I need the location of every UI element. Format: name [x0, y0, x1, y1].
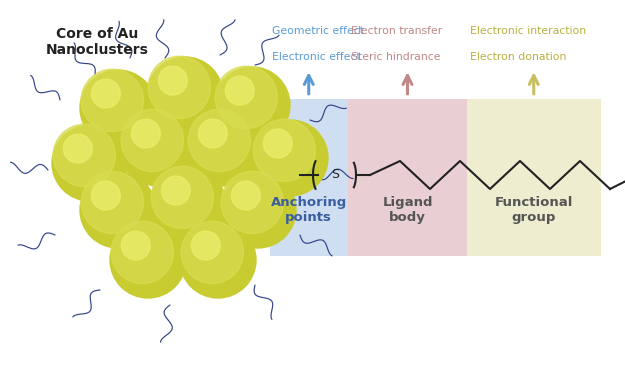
Circle shape [231, 181, 260, 210]
Circle shape [147, 57, 223, 133]
Circle shape [80, 70, 156, 146]
Circle shape [252, 120, 328, 196]
Circle shape [221, 171, 284, 234]
Circle shape [91, 181, 120, 210]
Text: Electron transfer: Electron transfer [351, 26, 442, 36]
Circle shape [80, 172, 156, 248]
Bar [348, 99, 467, 256]
Circle shape [121, 231, 150, 260]
Circle shape [91, 79, 120, 108]
Text: S: S [331, 169, 339, 181]
Circle shape [180, 222, 256, 298]
Circle shape [158, 66, 188, 95]
Circle shape [81, 69, 144, 131]
Circle shape [148, 56, 211, 119]
Text: Steric hindrance: Steric hindrance [351, 51, 441, 62]
Circle shape [81, 171, 144, 234]
Circle shape [52, 125, 128, 201]
Circle shape [111, 221, 174, 284]
Circle shape [214, 67, 290, 143]
Text: Anchoring
points: Anchoring points [271, 196, 347, 224]
Circle shape [53, 124, 116, 187]
Bar [467, 99, 601, 256]
Text: Core of Au
Nanoclusters: Core of Au Nanoclusters [46, 27, 148, 57]
Bar [270, 99, 348, 256]
Circle shape [198, 119, 228, 148]
Text: Ligand
body: Ligand body [382, 196, 432, 224]
Text: Electron donation: Electron donation [470, 51, 566, 62]
Circle shape [181, 221, 244, 284]
Circle shape [120, 110, 196, 186]
Circle shape [226, 76, 254, 105]
Circle shape [63, 134, 92, 163]
Circle shape [161, 176, 190, 205]
Circle shape [187, 110, 263, 186]
Circle shape [150, 167, 226, 243]
Circle shape [131, 119, 160, 148]
Circle shape [253, 119, 316, 181]
Text: Electronic interaction: Electronic interaction [470, 26, 586, 36]
Circle shape [121, 109, 184, 172]
Circle shape [188, 109, 251, 172]
Circle shape [215, 66, 278, 128]
Circle shape [151, 166, 214, 228]
Circle shape [110, 222, 186, 298]
Text: Functional
group: Functional group [494, 196, 573, 224]
Text: Electronic effect: Electronic effect [272, 51, 361, 62]
Circle shape [191, 231, 220, 260]
Circle shape [220, 172, 296, 248]
Text: Geometric effect: Geometric effect [272, 26, 364, 36]
Circle shape [263, 129, 292, 158]
